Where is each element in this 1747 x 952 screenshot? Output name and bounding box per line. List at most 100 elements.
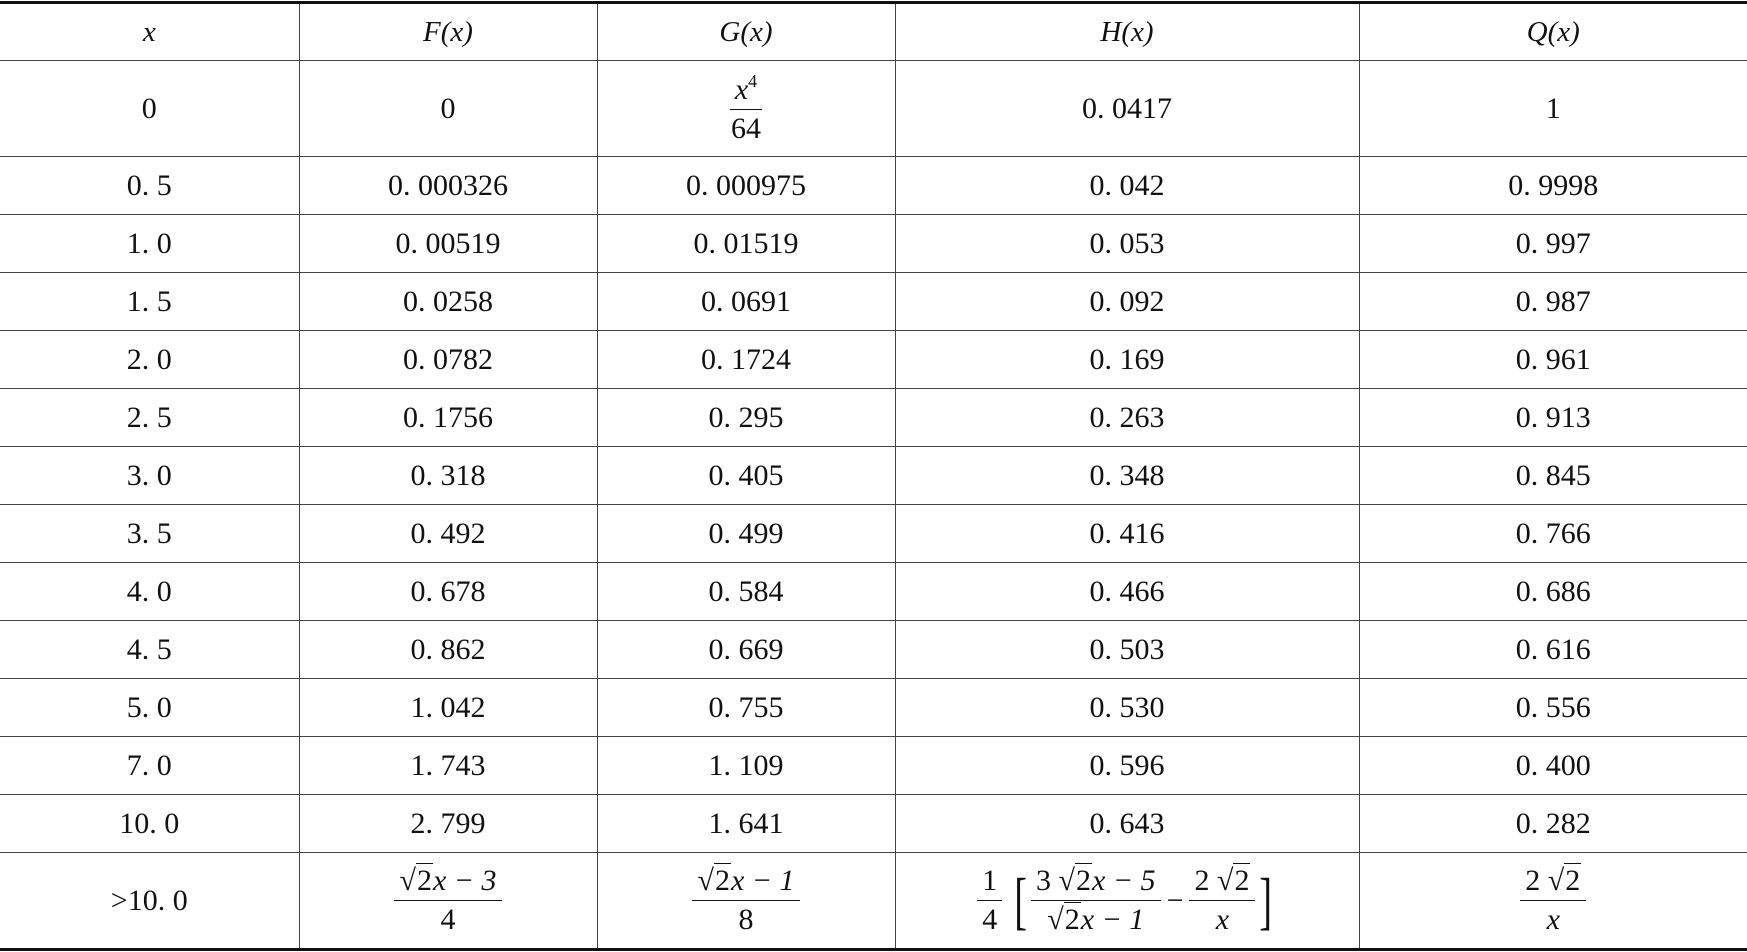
- cell: 2. 5: [0, 388, 300, 447]
- formula-text: 4: [440, 903, 456, 936]
- cell: 1. 0: [0, 214, 300, 273]
- formula-text: 2: [1194, 863, 1210, 897]
- formula-text: x − 5: [1092, 863, 1156, 897]
- cell: 0. 400: [1358, 736, 1747, 795]
- formula-text: x − 1: [730, 863, 795, 897]
- cell: 2. 0: [0, 330, 300, 389]
- cell: 0. 556: [1358, 678, 1747, 737]
- cell: 0. 530: [894, 678, 1360, 737]
- cell: 0. 669: [596, 620, 896, 679]
- cell: 0. 987: [1358, 272, 1747, 331]
- cell: 0. 042: [894, 156, 1360, 215]
- cell: 0. 499: [596, 504, 896, 563]
- formula-text: 2: [1233, 862, 1251, 897]
- cell: 0. 416: [894, 504, 1360, 563]
- cell: 0. 0782: [298, 330, 598, 389]
- header-cell: H(x): [894, 1, 1360, 61]
- cell: 0. 845: [1358, 446, 1747, 505]
- fraction: 3 √2x − 5 √2x − 1: [1031, 862, 1161, 938]
- cell: 2. 799: [298, 794, 598, 853]
- cell: 0. 616: [1358, 620, 1747, 679]
- cell: 5. 0: [0, 678, 300, 737]
- cell: 0. 000975: [596, 156, 896, 215]
- cell: 0. 913: [1358, 388, 1747, 447]
- cell: 0. 405: [596, 446, 896, 505]
- row: 0 0 x4 64 0. 0417 1: [0, 60, 1747, 157]
- cell: 0. 755: [596, 678, 896, 737]
- cell: 0. 5: [0, 156, 300, 215]
- header-cell: Q(x): [1358, 1, 1747, 61]
- fraction: 2 √2 x: [1189, 862, 1256, 938]
- formula-text: −: [1166, 883, 1184, 917]
- cell: 4. 5: [0, 620, 300, 679]
- row: 0. 5 0. 000326 0. 000975 0. 042 0. 9998: [0, 156, 1747, 215]
- cell: 0. 503: [894, 620, 1360, 679]
- formula-text: 8: [738, 903, 754, 936]
- cell: 1. 109: [596, 736, 896, 795]
- cell: 0. 686: [1358, 562, 1747, 621]
- cell: 0. 169: [894, 330, 1360, 389]
- header-row: x F(x) G(x) H(x) Q(x): [0, 1, 1747, 61]
- row: 5. 0 1. 042 0. 755 0. 530 0. 556: [0, 678, 1747, 737]
- row: 3. 0 0. 318 0. 405 0. 348 0. 845: [0, 446, 1747, 505]
- formula-text: x: [734, 72, 749, 106]
- cell: 10. 0: [0, 794, 300, 853]
- formula-text: x − 1: [1080, 903, 1145, 936]
- cell: x4 64: [596, 60, 896, 157]
- formula-text: 3: [1036, 863, 1052, 897]
- row: 3. 5 0. 492 0. 499 0. 416 0. 766: [0, 504, 1747, 563]
- fraction: x4 64: [729, 70, 763, 147]
- header-cell: x: [0, 1, 300, 61]
- cell: 0. 092: [894, 272, 1360, 331]
- cell: 4. 0: [0, 562, 300, 621]
- row: 1. 0 0. 00519 0. 01519 0. 053 0. 997: [0, 214, 1747, 273]
- cell: 0. 0691: [596, 272, 896, 331]
- cell: 0. 997: [1358, 214, 1747, 273]
- formula-text: 1: [977, 864, 1003, 901]
- formula-text: 2: [713, 862, 731, 897]
- cell: 0. 295: [596, 388, 896, 447]
- cell: 0. 961: [1358, 330, 1747, 389]
- cell: 0. 053: [894, 214, 1360, 273]
- formula-text: x: [1546, 903, 1560, 936]
- cell: 0. 9998: [1358, 156, 1747, 215]
- row: 4. 0 0. 678 0. 584 0. 466 0. 686: [0, 562, 1747, 621]
- cell: 0. 1756: [298, 388, 598, 447]
- row: 7. 0 1. 743 1. 109 0. 596 0. 400: [0, 736, 1747, 795]
- cell: 3. 5: [0, 504, 300, 563]
- formula-text: x − 3: [432, 863, 497, 897]
- formula-text: 4: [982, 903, 998, 936]
- row: 2. 0 0. 0782 0. 1724 0. 169 0. 961: [0, 330, 1747, 389]
- cell: 0. 000326: [298, 156, 598, 215]
- cell: 0. 263: [894, 388, 1360, 447]
- formula-text: 64: [730, 112, 761, 145]
- fraction: 2 √2 x: [1520, 862, 1587, 938]
- cell: >10. 0: [0, 852, 300, 951]
- cell: 0. 348: [894, 446, 1360, 505]
- cell: 0. 596: [894, 736, 1360, 795]
- formula-text: 2: [1525, 863, 1541, 897]
- cell: 0: [0, 60, 300, 157]
- cell: 7. 0: [0, 736, 300, 795]
- cell: 0. 0258: [298, 272, 598, 331]
- cell: 1. 042: [298, 678, 598, 737]
- cell: 2 √2 x: [1358, 852, 1747, 951]
- formula-text: 4: [748, 70, 758, 91]
- formula-text: 2: [1075, 862, 1092, 897]
- cell: 0: [298, 60, 598, 157]
- cell: 3. 0: [0, 446, 300, 505]
- cell: 1. 743: [298, 736, 598, 795]
- cell: 1. 5: [0, 272, 300, 331]
- cell: 0. 584: [596, 562, 896, 621]
- cell: 0. 282: [1358, 794, 1747, 853]
- formula-text: 2: [1564, 862, 1582, 897]
